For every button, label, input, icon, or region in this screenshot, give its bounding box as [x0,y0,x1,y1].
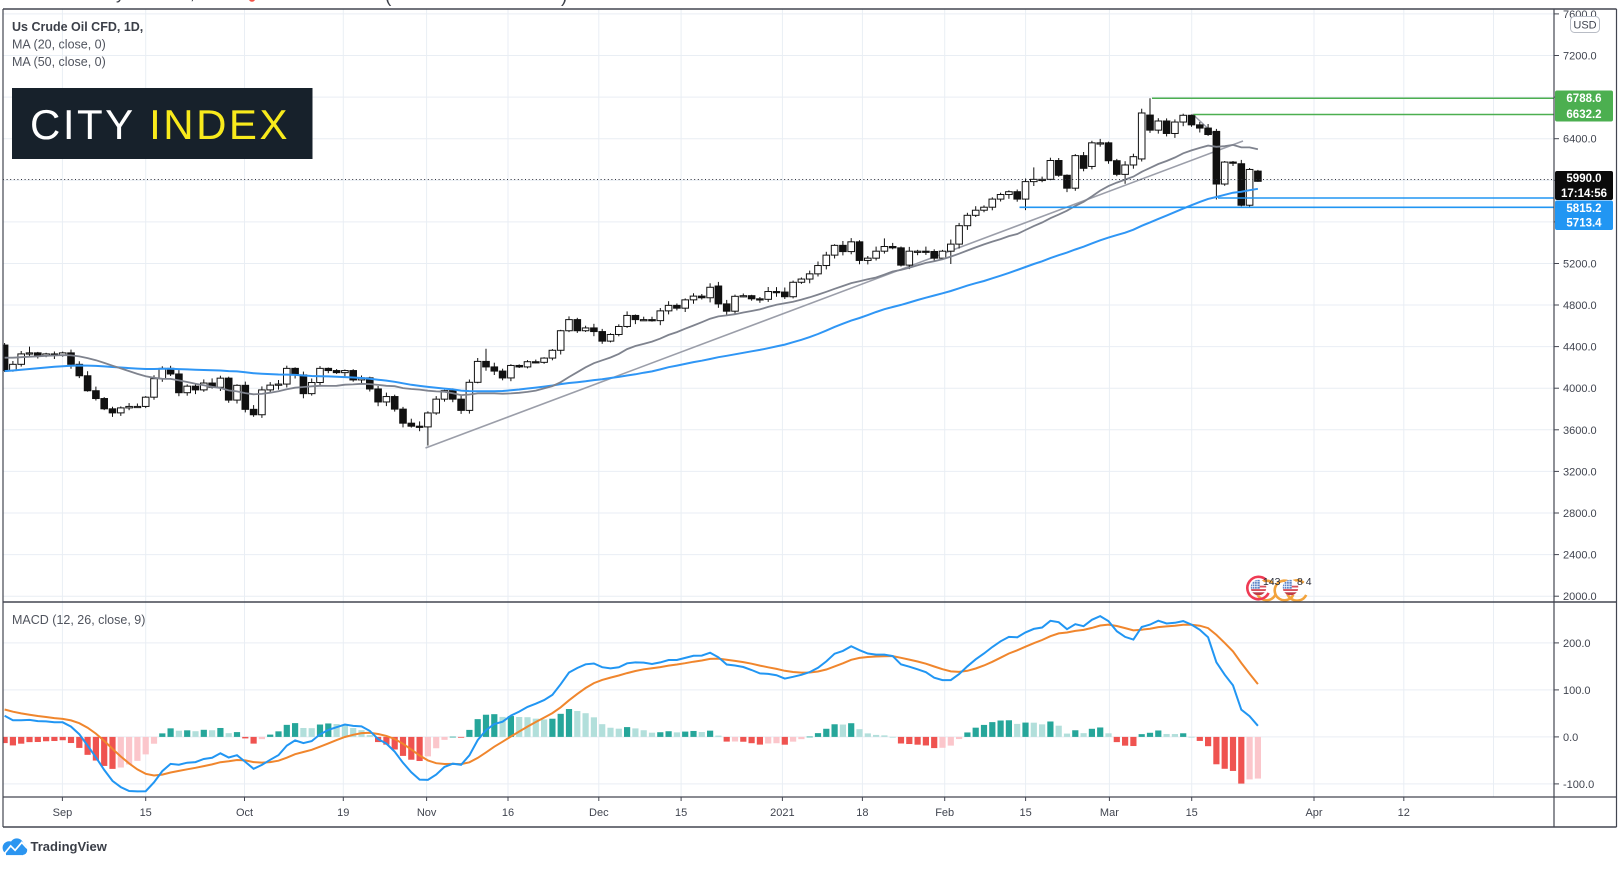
svg-text:Sep: Sep [53,807,73,819]
svg-text:5713.4: 5713.4 [1566,218,1602,230]
svg-text:143: 143 [1263,576,1281,588]
svg-text:15: 15 [140,807,152,819]
svg-text:12: 12 [1398,807,1410,819]
svg-text:(: ( [385,0,392,7]
svg-text:100.0: 100.0 [1563,685,1591,697]
svg-text:USD: USD [1573,20,1596,32]
svg-text:6400.0: 6400.0 [1563,134,1597,146]
svg-text:4400.0: 4400.0 [1563,342,1597,354]
svg-text:3200.0: 3200.0 [1563,466,1597,478]
svg-text:7200.0: 7200.0 [1563,51,1597,63]
svg-text:15: 15 [1019,807,1031,819]
svg-text:5200.0: 5200.0 [1563,259,1597,271]
svg-text:4000.0: 4000.0 [1563,383,1597,395]
svg-text:15: 15 [675,807,687,819]
svg-text:15: 15 [1186,807,1198,819]
svg-text:6632.2: 6632.2 [1566,109,1601,121]
svg-text:Feb: Feb [935,807,954,819]
svg-text:0.0: 0.0 [1563,732,1578,744]
svg-text:MACD (12, 26, close, 9): MACD (12, 26, close, 9) [12,613,145,627]
svg-text:3600.0: 3600.0 [1563,425,1597,437]
svg-text:5815.2: 5815.2 [1566,203,1601,215]
svg-text:CITY INDEX: CITY INDEX [30,101,290,148]
svg-text:Oct: Oct [236,807,253,819]
svg-text:Apr: Apr [1305,807,1322,819]
svg-text:): ) [561,0,567,7]
svg-text:TradingView: TradingView [31,839,108,854]
svg-text:2021: 2021 [770,807,794,819]
svg-text:2800.0: 2800.0 [1563,508,1597,520]
svg-text:18: 18 [856,807,868,819]
svg-text:MA (20, close, 0): MA (20, close, 0) [12,38,106,52]
svg-text:2000.0: 2000.0 [1563,591,1597,603]
svg-text:200.0: 200.0 [1563,638,1591,650]
svg-text:,: , [190,0,195,3]
svg-text:MA (50, close, 0): MA (50, close, 0) [12,55,106,69]
svg-text:Dec: Dec [589,807,609,819]
svg-text:2400.0: 2400.0 [1563,550,1597,562]
svg-text:16: 16 [502,807,514,819]
svg-text:19: 19 [337,807,349,819]
svg-text:-100.0: -100.0 [1563,779,1594,791]
svg-text:8 4: 8 4 [1297,576,1312,588]
svg-text:17:14:56: 17:14:56 [1561,188,1607,200]
svg-text:4800.0: 4800.0 [1563,300,1597,312]
svg-text:Nov: Nov [417,807,437,819]
svg-text:Us Crude Oil CFD, 1D,: Us Crude Oil CFD, 1D, [12,20,143,34]
svg-text:y: y [116,0,125,3]
svg-text:5990.0: 5990.0 [1566,173,1601,185]
svg-text:6788.6: 6788.6 [1566,93,1601,105]
svg-text:Mar: Mar [1100,807,1119,819]
